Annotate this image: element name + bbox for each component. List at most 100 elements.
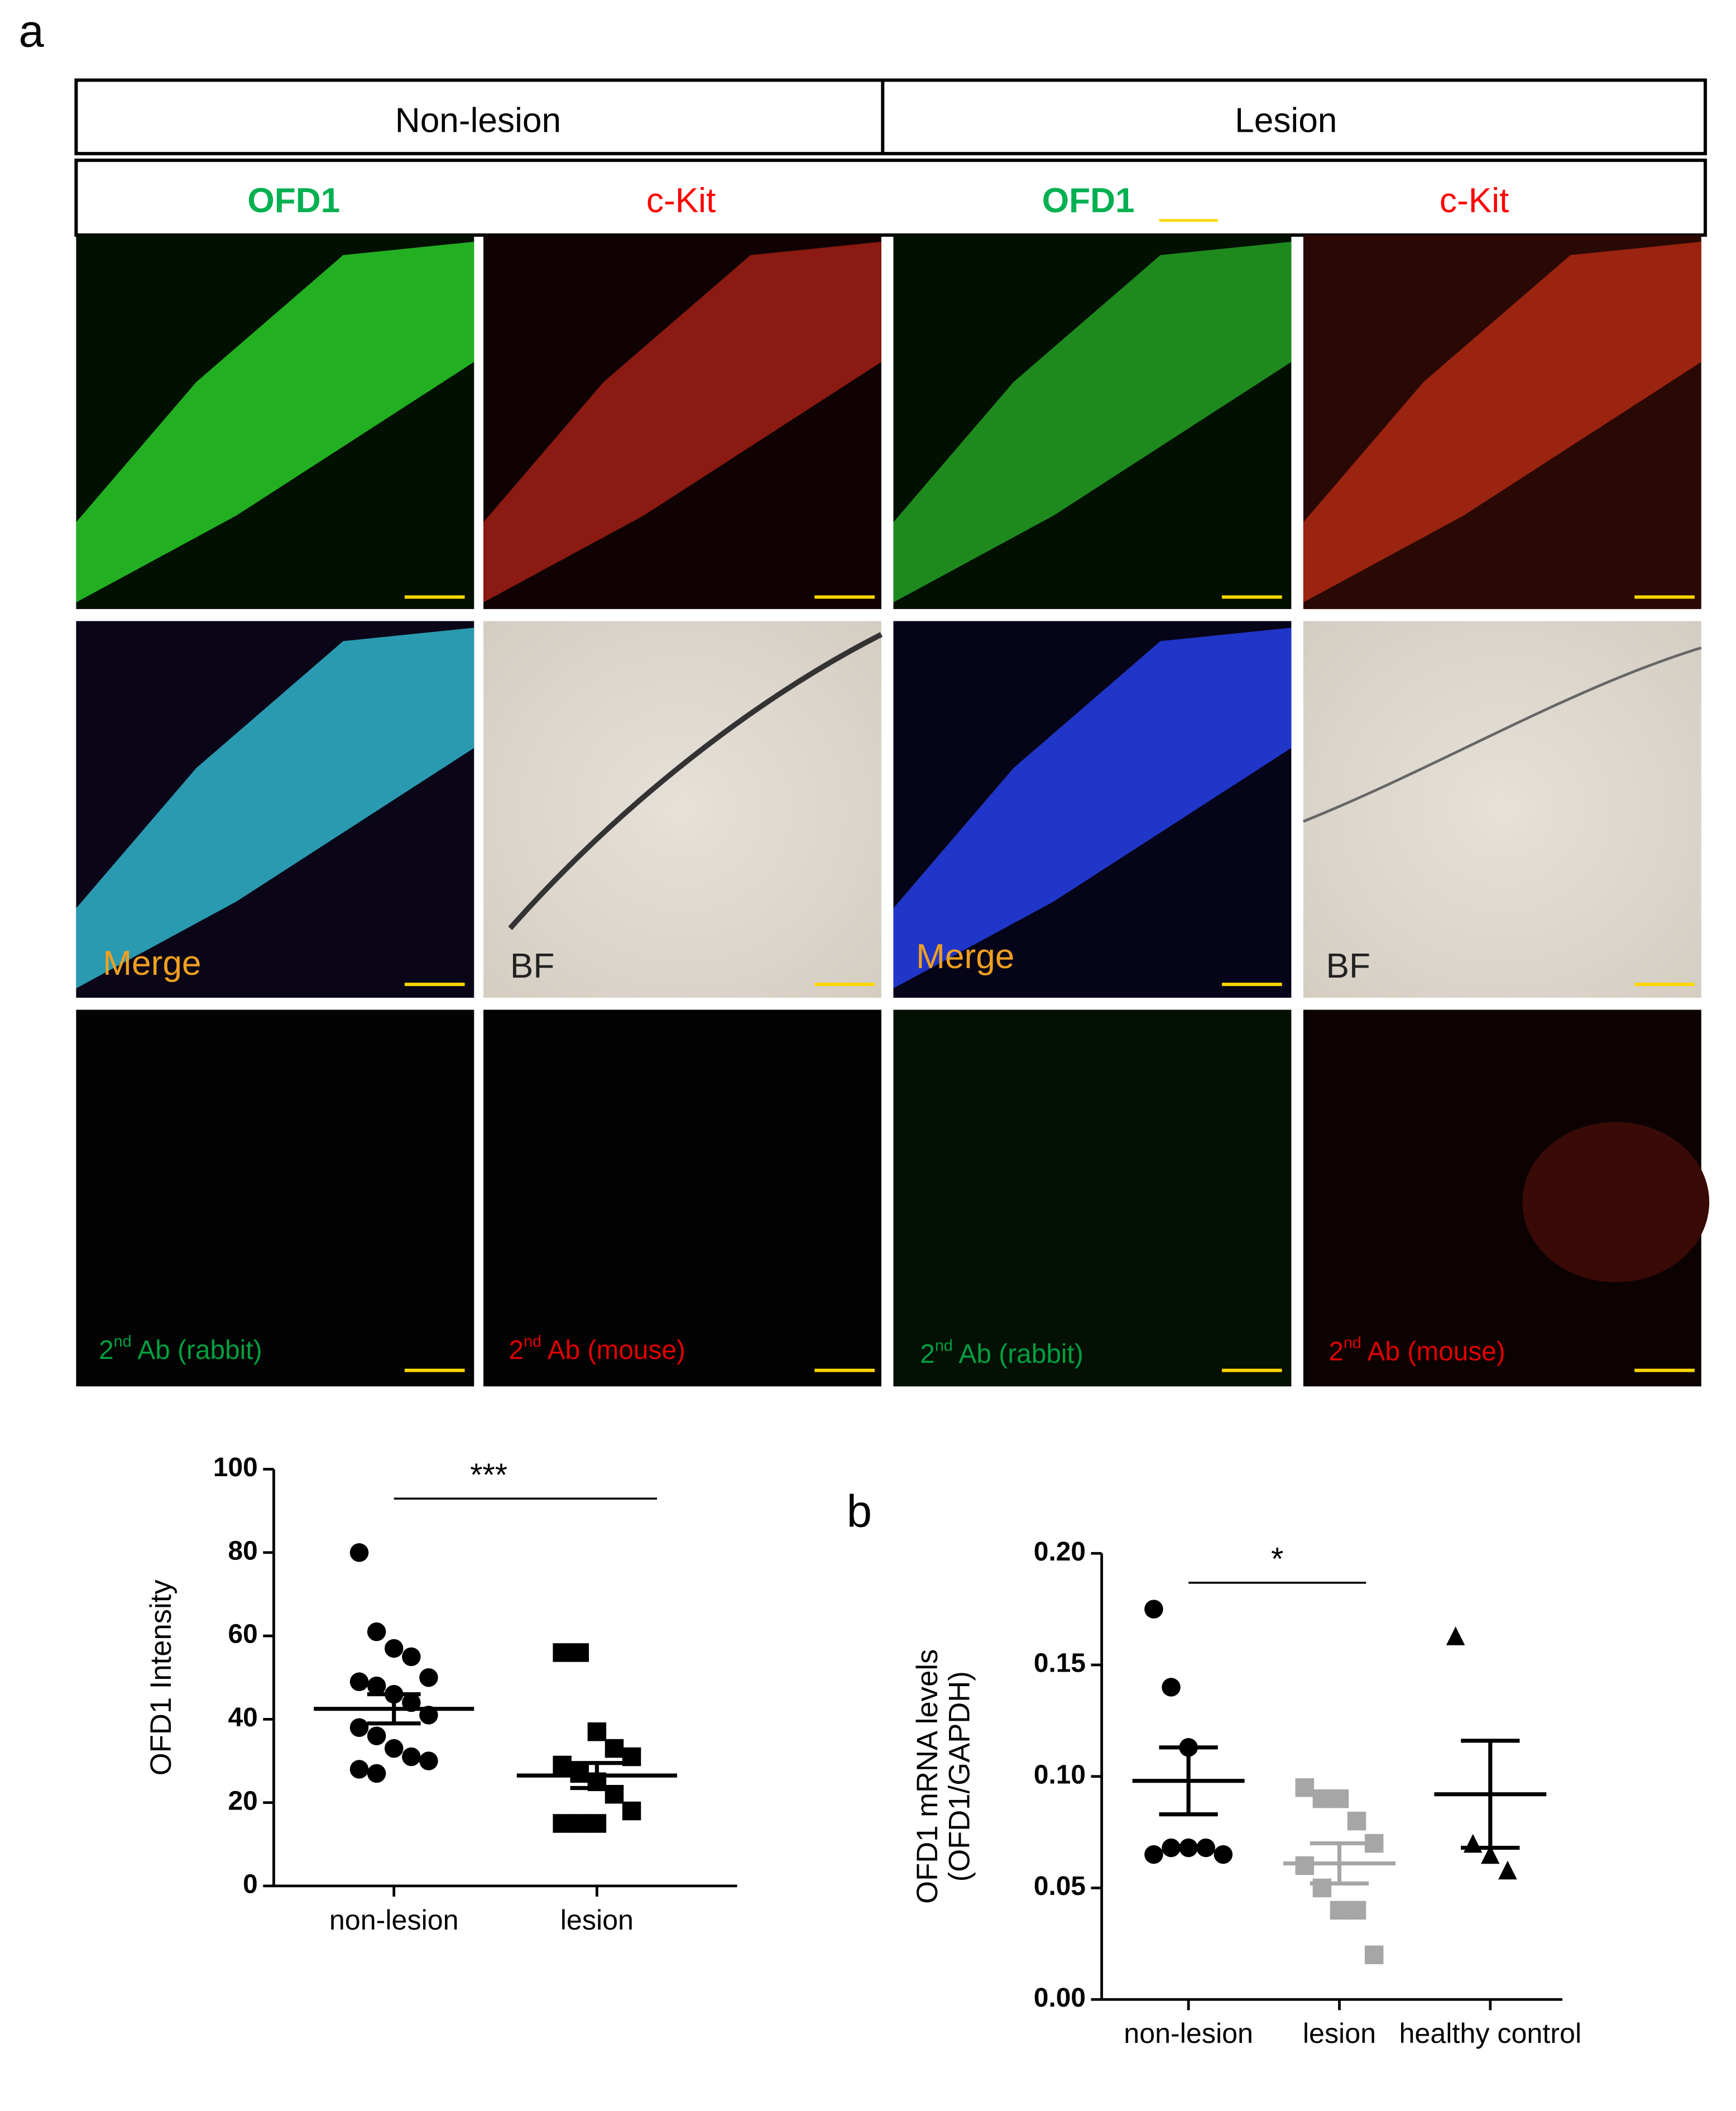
micrograph	[483, 621, 883, 998]
y-tick-label: 80	[228, 1536, 258, 1566]
error-bar	[1461, 1739, 1520, 1850]
data-point	[1162, 1838, 1181, 1858]
image-label: Merge	[103, 944, 201, 983]
data-point	[1144, 1600, 1163, 1619]
data-point	[367, 1676, 386, 1696]
data-point	[367, 1764, 386, 1783]
data-point	[367, 1726, 386, 1745]
data-point	[419, 1668, 438, 1687]
label-part: nd	[935, 1337, 953, 1354]
data-point	[419, 1751, 438, 1770]
panel-label: a	[19, 6, 45, 57]
data-point	[1162, 1678, 1181, 1697]
label-part: 2	[1329, 1337, 1344, 1366]
x-tick-label: lesion	[1303, 2018, 1376, 2049]
stain-header: c-Kit	[1440, 181, 1509, 220]
data-point	[587, 1814, 607, 1833]
data-point	[1295, 1856, 1315, 1875]
scale-bars	[404, 595, 1695, 1372]
micrograph	[1303, 235, 1701, 609]
micrograph-detail	[1522, 1122, 1710, 1282]
x-tick-label: lesion	[560, 1904, 634, 1936]
image-label: 2nd Ab (rabbit)	[920, 1337, 1083, 1369]
data-point	[1214, 1845, 1233, 1864]
data-point	[402, 1747, 421, 1767]
data-point	[1347, 1901, 1366, 1920]
data-point	[1144, 1845, 1163, 1864]
data-point	[349, 1543, 369, 1562]
label-part: 2	[509, 1335, 524, 1365]
data-point	[1330, 1789, 1349, 1808]
data-point	[367, 1622, 386, 1641]
micrograph	[893, 1009, 1292, 1387]
image-label: 2nd Ab (mouse)	[509, 1333, 685, 1365]
micrograph	[76, 1009, 474, 1387]
data-point	[384, 1639, 404, 1658]
data-point	[570, 1643, 589, 1662]
label-part: nd	[524, 1333, 541, 1351]
y-tick-label: 0	[243, 1870, 258, 1899]
micrograph	[893, 235, 1292, 609]
data-point	[1179, 1838, 1198, 1858]
data-point	[622, 1801, 641, 1821]
group-header: Non-lesion	[395, 102, 561, 140]
micrograph	[76, 621, 474, 998]
label-part: nd	[114, 1333, 132, 1351]
panel-label: b	[847, 1486, 872, 1536]
data-point	[1481, 1845, 1500, 1864]
label-part: nd	[1344, 1334, 1361, 1352]
data-point	[1312, 1878, 1332, 1898]
data-point	[384, 1739, 404, 1758]
data-point	[1330, 1901, 1349, 1920]
data-point	[1295, 1778, 1315, 1797]
stain-header: OFD1	[1042, 181, 1135, 220]
label-part: 2	[920, 1339, 935, 1369]
data-point	[402, 1647, 421, 1667]
data-point	[1312, 1789, 1332, 1808]
data-point	[1196, 1838, 1215, 1858]
y-axis-label: (OFD1/GAPDH)	[943, 1671, 976, 1882]
significance-label: ***	[470, 1457, 507, 1493]
y-axis-label: OFD1 mRNA levels	[911, 1649, 944, 1904]
y-tick-label: 0.05	[1034, 1871, 1086, 1901]
label-part: Ab (mouse)	[541, 1335, 685, 1365]
image-label: Merge	[916, 937, 1014, 976]
data-point	[349, 1672, 369, 1691]
error-bar	[367, 1692, 421, 1726]
data-point	[349, 1760, 369, 1779]
data-point	[570, 1764, 589, 1783]
data-point	[553, 1814, 572, 1833]
x-tick-label: healthy control	[1399, 2018, 1581, 2049]
y-axis-label: OFD1 Intensity	[145, 1579, 178, 1776]
y-tick-label: 0.20	[1034, 1537, 1086, 1567]
image-label: BF	[1326, 947, 1370, 985]
data-point	[553, 1643, 572, 1662]
label-part: Ab (mouse)	[1361, 1337, 1505, 1366]
micrograph	[483, 235, 881, 609]
micrograph	[76, 235, 474, 609]
data-point	[1446, 1626, 1465, 1645]
data-point	[349, 1718, 369, 1737]
micrograph	[483, 1009, 881, 1387]
micrograph	[893, 621, 1292, 998]
significance-label: *	[1271, 1542, 1283, 1577]
y-tick-label: 0.10	[1034, 1760, 1086, 1789]
y-tick-label: 20	[228, 1786, 258, 1816]
data-point	[622, 1747, 641, 1767]
error-bar	[570, 1761, 624, 1791]
label-part: Ab (rabbit)	[953, 1339, 1083, 1369]
header-boxes	[74, 78, 1707, 237]
x-tick-label: non-lesion	[329, 1904, 459, 1936]
data-point	[1347, 1811, 1366, 1831]
y-tick-label: 100	[213, 1453, 258, 1482]
data-point	[553, 1755, 572, 1775]
image-label: BF	[510, 947, 554, 985]
stain-header: c-Kit	[646, 181, 716, 220]
label-part: Ab (rabbit)	[132, 1335, 262, 1365]
image-label: 2nd Ab (rabbit)	[99, 1333, 262, 1365]
micrograph	[1302, 621, 1702, 998]
image-label: 2nd Ab (mouse)	[1329, 1334, 1505, 1366]
group-header: Lesion	[1235, 102, 1337, 140]
data-point	[587, 1722, 607, 1741]
